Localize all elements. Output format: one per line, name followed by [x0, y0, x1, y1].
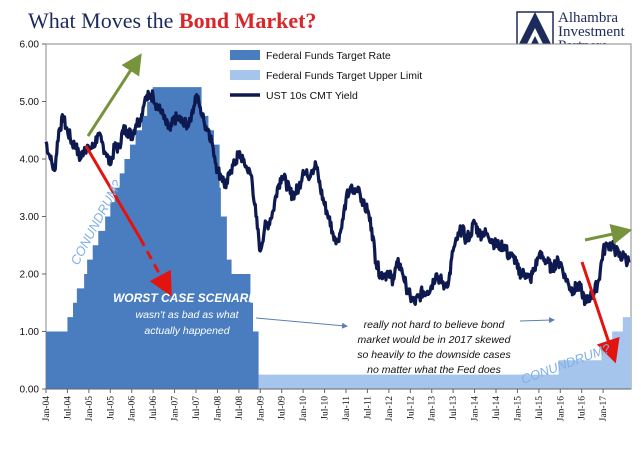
legend: Federal Funds Target Rate Federal Funds T…	[230, 50, 422, 102]
chart-title-prefix: What Moves the	[28, 8, 179, 33]
x-tick-label: Jul-13	[449, 396, 459, 420]
x-tick-label: Jan-09	[256, 396, 266, 422]
note-line-4: no matter what the Fed does	[367, 364, 501, 376]
green-arrow-up-2017	[584, 223, 633, 245]
x-tick-label: Jul-11	[363, 396, 373, 420]
y-tick-label: 2.00	[20, 270, 40, 281]
green-arrow-up-2005	[86, 53, 142, 137]
x-tick-label: Jan-14	[471, 396, 481, 422]
x-tick-label: Jul-05	[106, 396, 116, 420]
x-tick-label: Jan-13	[428, 396, 438, 422]
worst-case-line-2: wasn't as bad as what	[136, 309, 240, 321]
x-tick-label: Jan-17	[599, 396, 609, 422]
x-tick-label: Jan-16	[556, 396, 566, 422]
yield-lines	[44, 89, 631, 307]
x-tick-label: Jul-04	[63, 396, 73, 420]
note-line-3: so heavily to the downside cases	[357, 349, 511, 361]
y-tick-label: 0.00	[20, 385, 40, 396]
x-tick-label: Jan-06	[128, 396, 138, 422]
y-tick-label: 6.00	[20, 40, 40, 51]
ust-10s-yield-line	[44, 89, 631, 307]
legend-swatch	[230, 50, 260, 60]
x-tick-label: Jan-04	[42, 396, 52, 422]
x-tick-label: Jul-15	[535, 396, 545, 420]
x-tick-label: Jul-14	[492, 396, 502, 420]
y-tick-label: 3.00	[20, 212, 40, 223]
x-tick-label: Jan-07	[171, 396, 181, 422]
red-arrow-dashed-2005	[138, 237, 172, 297]
x-tick-label: Jul-10	[321, 396, 331, 420]
x-tick-label: Jul-08	[235, 396, 245, 420]
note-line-1: really not hard to believe bond	[364, 319, 506, 331]
x-tick-label: Jul-12	[406, 396, 416, 420]
upper-limit-area	[258, 317, 631, 389]
rate-areas	[46, 87, 631, 389]
x-axis-ticks: Jan-04 Jul-04 Jan-05 Jul-05 Jan-06 Jul-06 Jan-…	[42, 388, 631, 422]
x-tick-label: Jul-07	[192, 396, 202, 420]
legend-label: Federal Funds Target Upper Limit	[266, 70, 422, 82]
chart-title: What Moves the Bond Market?	[28, 8, 316, 33]
target-rate-area	[46, 87, 259, 389]
legend-label: UST 10s CMT Yield	[266, 90, 358, 102]
worst-case-line-1: WORST CASE SCENARIO	[113, 291, 262, 305]
x-tick-label: Jan-08	[213, 396, 223, 422]
y-axis-ticks: 0.00 1.00 2.00 3.00 4.00 5.00 6.00	[20, 40, 46, 396]
legend-label: Federal Funds Target Rate	[266, 50, 391, 62]
x-tick-label: Jan-10	[299, 396, 309, 422]
note-line-2: market would be in 2017 skewed	[358, 334, 512, 346]
x-tick-label: Jan-15	[513, 396, 523, 422]
x-tick-label: Jan-12	[385, 396, 395, 422]
worst-case-line-3: actually happened	[144, 325, 230, 337]
logo-line-2: Investment	[558, 24, 625, 40]
blue-pointer-right	[519, 317, 555, 324]
logo-line-1: Alhambra	[558, 10, 618, 26]
blue-pointer-left	[255, 317, 348, 329]
x-tick-label: Jul-09	[278, 396, 288, 420]
x-tick-label: Jul-16	[578, 396, 588, 420]
x-tick-label: Jul-06	[149, 396, 159, 420]
legend-swatch	[230, 70, 260, 80]
x-tick-label: Jan-11	[342, 396, 352, 421]
plot-area: 0.00 1.00 2.00 3.00 4.00 5.00 6.00 Jan-04 Jul-0…	[20, 40, 632, 422]
red-arrow-2017	[580, 261, 620, 364]
y-tick-label: 5.00	[20, 97, 40, 108]
y-tick-label: 1.00	[20, 327, 40, 338]
y-tick-label: 4.00	[20, 155, 40, 166]
chart-title-highlight: Bond Market?	[179, 8, 317, 33]
red-arrow-solid-2005	[84, 145, 142, 239]
x-tick-label: Jan-05	[85, 396, 95, 422]
